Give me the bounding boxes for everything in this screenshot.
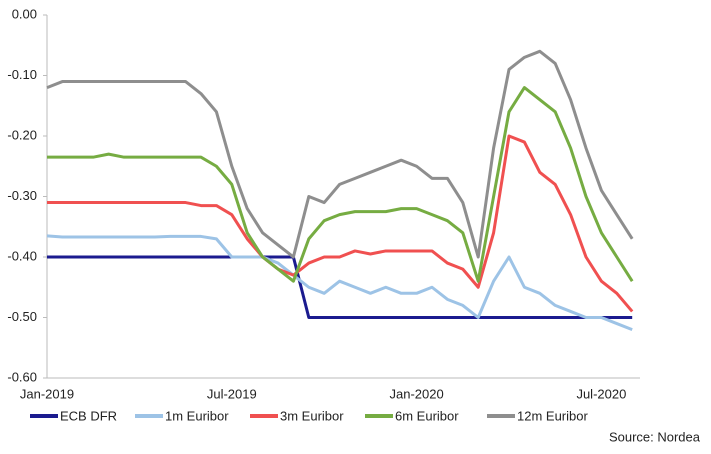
- legend-label: 6m Euribor: [395, 408, 459, 423]
- series-line: [47, 134, 634, 313]
- series-line: [47, 86, 634, 283]
- x-tick-label: Jul-2019: [207, 386, 257, 401]
- x-tick-label: Jan-2019: [20, 386, 74, 401]
- series-line: [46, 49, 634, 259]
- y-tick-label: 0.00: [12, 6, 37, 21]
- y-tick-label: -0.10: [7, 67, 37, 82]
- y-tick-label: -0.60: [7, 369, 37, 384]
- y-tick-label: -0.20: [7, 127, 37, 142]
- source: Source: Nordea: [609, 429, 701, 444]
- x-tick-label: Jan-2020: [389, 386, 443, 401]
- legend-label: 1m Euribor: [165, 408, 229, 423]
- y-tick-label: -0.50: [7, 309, 37, 324]
- y-tick-label: -0.40: [7, 248, 37, 263]
- y-tick-label: -0.30: [7, 188, 37, 203]
- x-tick-label: Jul-2020: [576, 386, 626, 401]
- series-line: [47, 255, 633, 319]
- legend-label: 3m Euribor: [280, 408, 344, 423]
- legend-label: ECB DFR: [60, 408, 117, 423]
- legend-label: 12m Euribor: [517, 408, 588, 423]
- series-line: [46, 234, 633, 331]
